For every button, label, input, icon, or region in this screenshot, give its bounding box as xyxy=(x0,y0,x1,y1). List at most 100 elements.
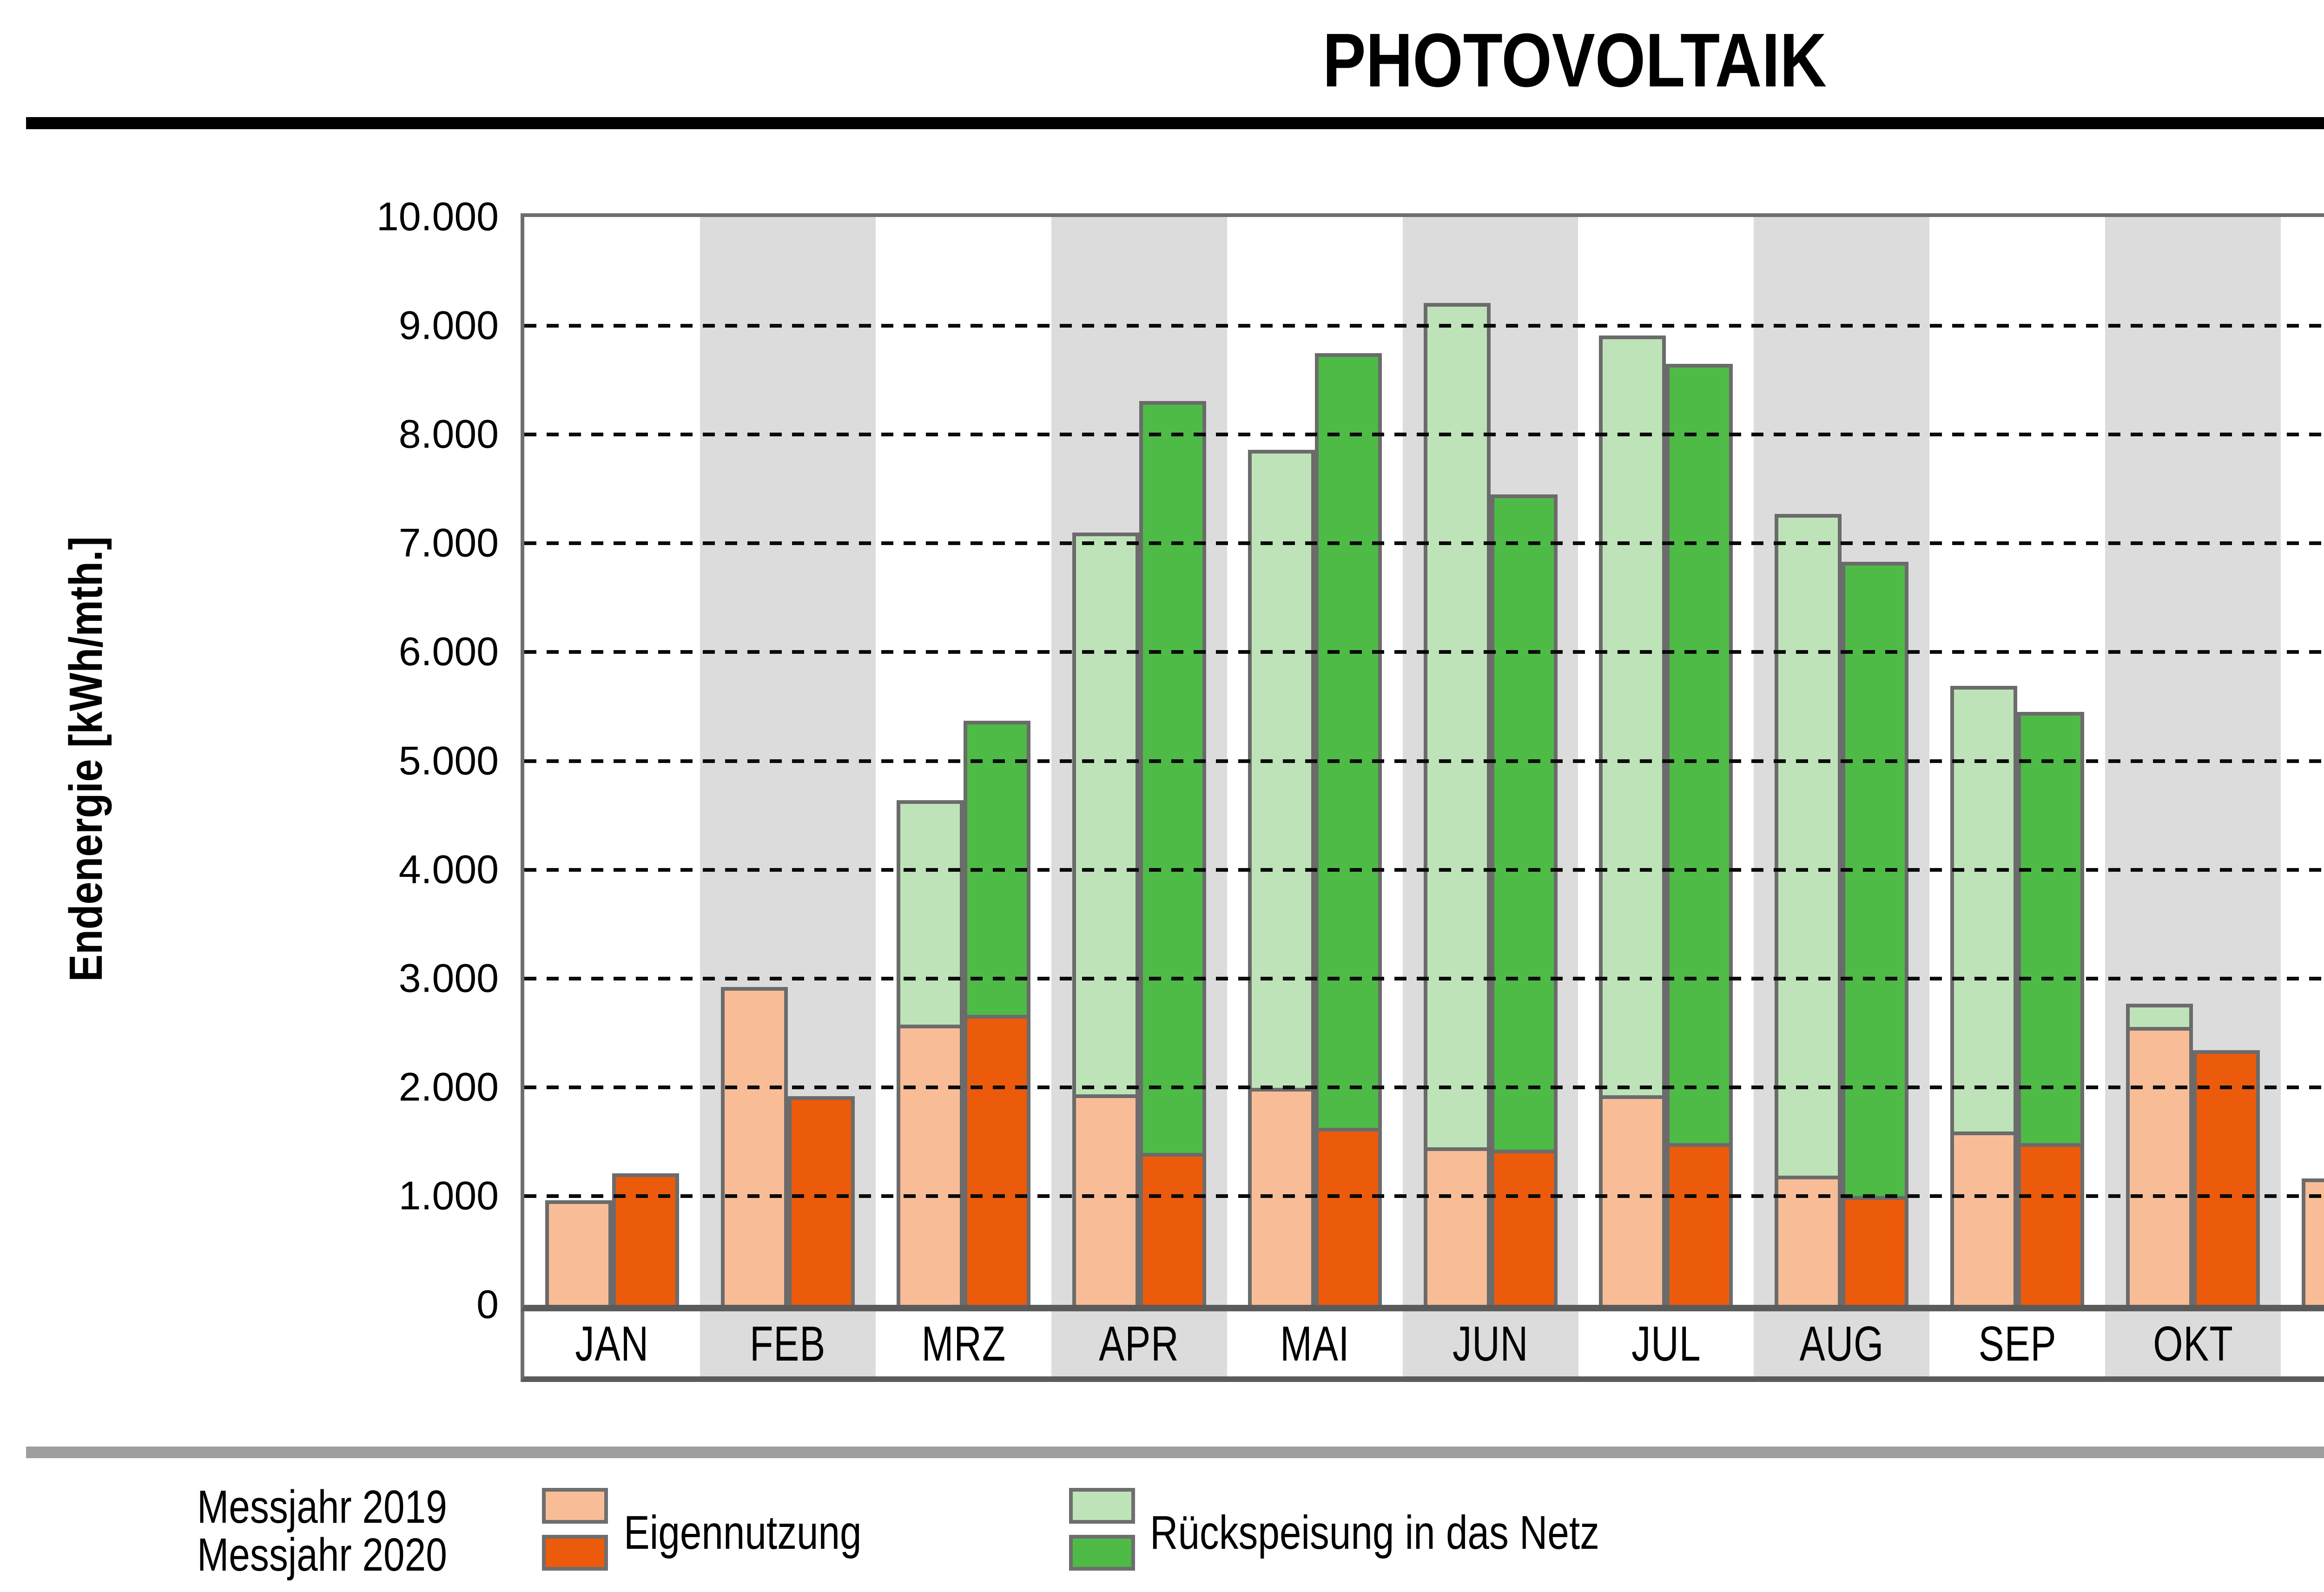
plot-area xyxy=(521,213,2324,1311)
footer-divider-line xyxy=(26,1447,2324,1458)
title-divider-line xyxy=(26,117,2324,129)
segment-rueckspeisung xyxy=(1494,498,1554,1153)
segment-rueckspeisung xyxy=(1251,453,1311,1092)
segment-rueckspeisung xyxy=(900,803,960,1029)
bar-mrz-2020 xyxy=(963,720,1030,1305)
month-label-text: JUL xyxy=(1631,1316,1701,1371)
segment-eigennutzung xyxy=(1670,1147,1729,1305)
legend-years: Messjahr 2019 Messjahr 2020 xyxy=(197,1483,502,1579)
bar-jan-2020 xyxy=(612,1173,679,1305)
gridline-1000 xyxy=(524,1194,2324,1198)
segment-eigennutzung xyxy=(1076,1098,1136,1305)
segment-eigennutzung xyxy=(1143,1157,1202,1305)
bar-aug-2019 xyxy=(1775,514,1842,1305)
segment-eigennutzung xyxy=(1319,1132,1378,1305)
legend-swatch-eigennutzung-2020 xyxy=(542,1535,608,1571)
bar-nov-2019 xyxy=(2302,1178,2324,1305)
segment-rueckspeisung xyxy=(1954,689,2014,1135)
bar-feb-2020 xyxy=(787,1096,855,1305)
y-tick-label: 10.000 xyxy=(376,194,499,239)
segment-rueckspeisung xyxy=(1142,404,1202,1157)
gridline-3000 xyxy=(524,976,2324,980)
segment-rueckspeisung xyxy=(1670,368,1730,1147)
y-tick-label: 0 xyxy=(476,1282,499,1327)
x-axis-label-okt: OKT xyxy=(2105,1311,2281,1376)
y-tick-label: 5.000 xyxy=(398,738,499,783)
x-axis-label-apr: APR xyxy=(1051,1311,1227,1376)
segment-eigennutzung xyxy=(1427,1151,1487,1305)
legend-label-rueckspeisung: Rückspeisung in das Netz xyxy=(1150,1506,1600,1559)
legend-swatch-rueckspeisung-2020 xyxy=(1069,1535,1135,1571)
month-label-text: JAN xyxy=(575,1316,649,1371)
segment-rueckspeisung xyxy=(1845,566,1905,1200)
segment-rueckspeisung xyxy=(2130,1007,2190,1031)
bar-okt-2019 xyxy=(2126,1003,2193,1305)
bar-jul-2020 xyxy=(1666,364,1733,1305)
gridline-7000 xyxy=(524,541,2324,546)
y-tick-label: 3.000 xyxy=(398,956,499,1001)
bar-feb-2019 xyxy=(720,987,788,1305)
segment-eigennutzung xyxy=(1845,1200,1905,1305)
gridline-9000 xyxy=(524,324,2324,328)
month-label-text: APR xyxy=(1099,1316,1179,1371)
segment-eigennutzung xyxy=(900,1028,960,1305)
y-axis-title: Endenergie [kWh/mth.] xyxy=(40,506,132,1012)
segment-rueckspeisung xyxy=(1318,356,1378,1132)
segment-rueckspeisung xyxy=(1076,536,1136,1099)
bar-jun-2019 xyxy=(1423,303,1491,1305)
bar-sep-2020 xyxy=(2017,712,2085,1305)
month-label-text: MAI xyxy=(1280,1316,1350,1371)
bar-apr-2019 xyxy=(1072,532,1139,1305)
bar-jan-2019 xyxy=(545,1200,612,1305)
month-label-text: FEB xyxy=(750,1316,826,1371)
y-tick-label: 1.000 xyxy=(398,1173,499,1218)
y-tick-label: 9.000 xyxy=(398,303,499,348)
month-label-text: MRZ xyxy=(921,1316,1006,1371)
month-label-text: OKT xyxy=(2153,1316,2233,1371)
page-title-text: PHOTOVOLTAIK xyxy=(1322,18,1827,103)
page-title: PHOTOVOLTAIK xyxy=(521,18,2324,103)
legend-year-2019: Messjahr 2019 xyxy=(197,1481,447,1533)
x-axis-label-sep: SEP xyxy=(1929,1311,2105,1376)
month-label-text: SEP xyxy=(1978,1316,2057,1371)
y-tick-label: 4.000 xyxy=(398,847,499,892)
x-axis-label-aug: AUG xyxy=(1754,1311,1930,1376)
month-label-text: AUG xyxy=(1799,1316,1884,1371)
bar-okt-2020 xyxy=(2193,1050,2260,1305)
y-axis-title-text: Endenergie [kWh/mth.] xyxy=(59,536,112,982)
x-axis-label-mai: MAI xyxy=(1227,1311,1403,1376)
segment-rueckspeisung xyxy=(1427,306,1487,1151)
bar-jun-2020 xyxy=(1490,494,1558,1305)
segment-eigennutzung xyxy=(1252,1092,1311,1305)
x-axis-label-jul: JUL xyxy=(1578,1311,1754,1376)
legend-label-eigennutzung: Eigennutzung xyxy=(624,1506,862,1559)
segment-eigennutzung xyxy=(967,1019,1027,1305)
bar-mai-2020 xyxy=(1314,353,1382,1305)
segment-rueckspeisung xyxy=(1603,339,1663,1099)
segment-rueckspeisung xyxy=(2021,716,2081,1147)
bar-aug-2020 xyxy=(1842,562,1909,1305)
segment-eigennutzung xyxy=(1603,1099,1662,1305)
segment-eigennutzung xyxy=(1494,1153,1554,1305)
gridline-2000 xyxy=(524,1085,2324,1089)
legend-year-2020: Messjahr 2020 xyxy=(197,1529,447,1581)
gridline-4000 xyxy=(524,868,2324,872)
segment-eigennutzung xyxy=(2130,1031,2189,1305)
x-axis-label-nov: NOV xyxy=(2281,1311,2324,1376)
segment-eigennutzung xyxy=(2021,1147,2080,1305)
segment-eigennutzung xyxy=(1778,1179,1838,1305)
bar-jul-2019 xyxy=(1599,336,1666,1305)
gridline-8000 xyxy=(524,433,2324,437)
x-axis-label-strip: JANFEBMRZAPRMAIJUNJULAUGSEPOKTNOVDEZ xyxy=(521,1311,2324,1382)
bar-mai-2019 xyxy=(1248,449,1315,1305)
x-axis-label-jan: JAN xyxy=(524,1311,700,1376)
bar-mrz-2019 xyxy=(896,800,964,1305)
legend-swatch-rueckspeisung-2019 xyxy=(1069,1488,1135,1524)
segment-eigennutzung xyxy=(1954,1135,2014,1305)
legend-swatch-eigennutzung-2019 xyxy=(542,1488,608,1524)
gridline-5000 xyxy=(524,759,2324,763)
y-tick-label: 7.000 xyxy=(398,520,499,566)
gridline-6000 xyxy=(524,650,2324,654)
segment-rueckspeisung xyxy=(1778,518,1838,1179)
y-tick-label: 6.000 xyxy=(398,629,499,674)
